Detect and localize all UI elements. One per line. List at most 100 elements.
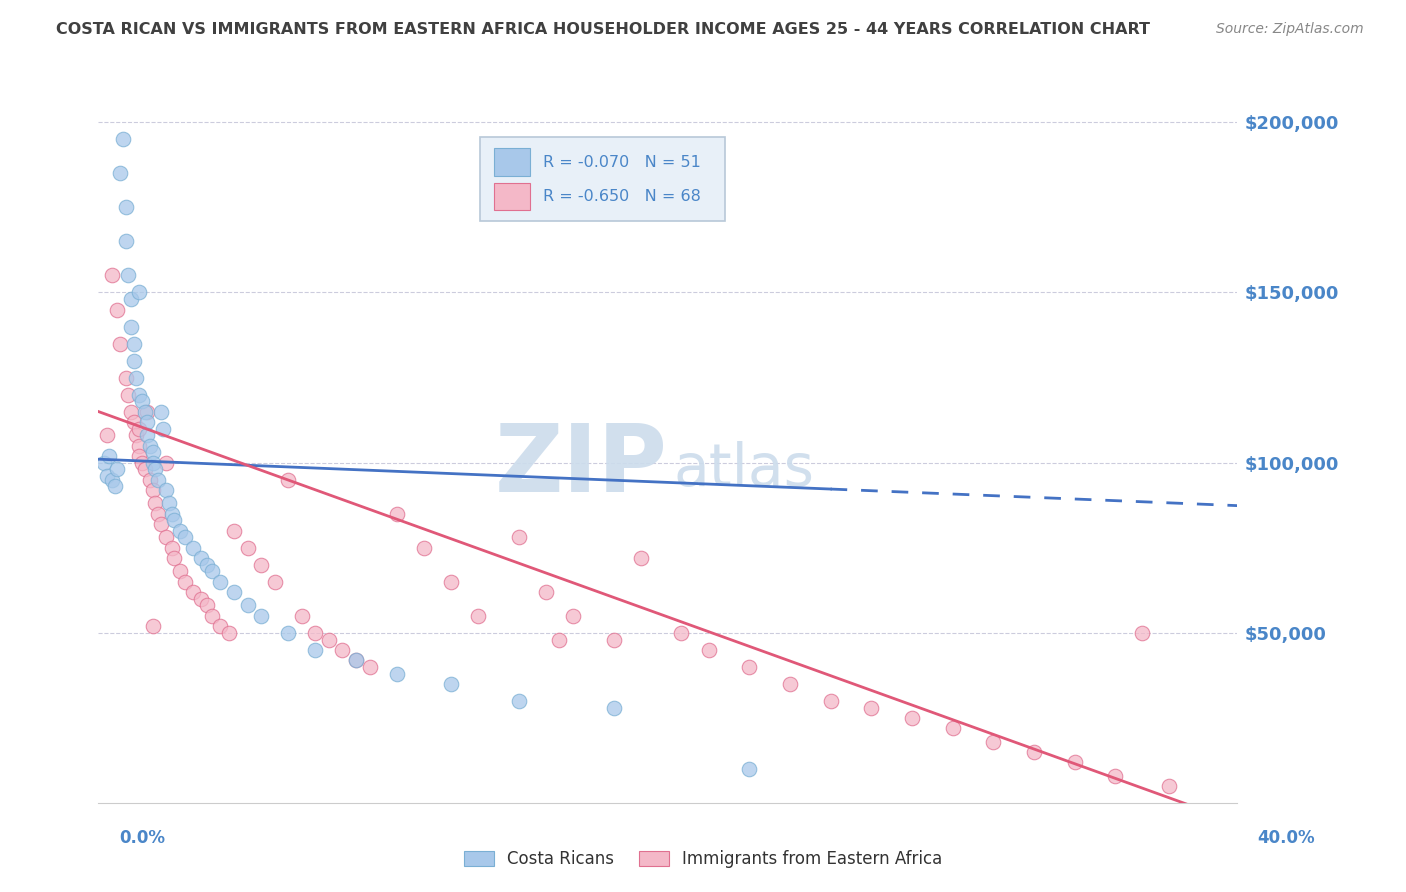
Point xyxy=(183,585,205,599)
Point xyxy=(195,558,218,572)
Point xyxy=(508,694,530,708)
Point xyxy=(779,677,801,691)
Point xyxy=(93,456,115,470)
Point xyxy=(562,608,585,623)
Point xyxy=(201,608,224,623)
Point xyxy=(190,550,212,565)
Text: R = -0.650   N = 68: R = -0.650 N = 68 xyxy=(543,189,700,204)
Point xyxy=(122,353,145,368)
Point xyxy=(467,608,489,623)
Point xyxy=(122,415,145,429)
Point xyxy=(128,421,150,435)
Point xyxy=(131,456,153,470)
Point xyxy=(359,659,381,673)
Point xyxy=(169,565,191,579)
Point xyxy=(122,336,145,351)
Point xyxy=(120,293,142,307)
Point xyxy=(157,496,180,510)
Point xyxy=(738,659,761,673)
Point xyxy=(163,550,186,565)
Point xyxy=(174,531,197,545)
Point xyxy=(134,462,156,476)
Point xyxy=(139,439,162,453)
Point xyxy=(440,677,463,691)
Point xyxy=(149,516,172,531)
Point xyxy=(155,483,177,497)
Point xyxy=(236,599,259,613)
Point xyxy=(134,404,156,418)
Point xyxy=(128,449,150,463)
Point xyxy=(820,694,842,708)
Point xyxy=(142,445,165,459)
Point xyxy=(128,387,150,401)
Point xyxy=(160,507,183,521)
Point xyxy=(942,721,965,735)
Point xyxy=(104,479,127,493)
Point xyxy=(142,456,165,470)
Point xyxy=(412,541,434,555)
Point xyxy=(145,462,167,476)
Point xyxy=(117,387,139,401)
Text: atlas: atlas xyxy=(673,442,814,499)
Point xyxy=(236,541,259,555)
Point xyxy=(250,608,273,623)
Point xyxy=(160,541,183,555)
Point xyxy=(901,711,924,725)
FancyBboxPatch shape xyxy=(494,183,530,211)
FancyBboxPatch shape xyxy=(494,148,530,176)
Point xyxy=(183,541,205,555)
Point xyxy=(250,558,273,572)
Point xyxy=(128,439,150,453)
Point xyxy=(155,531,177,545)
Point xyxy=(332,642,354,657)
Point xyxy=(107,462,129,476)
Point xyxy=(101,268,124,283)
Point xyxy=(277,625,299,640)
Point xyxy=(96,428,118,442)
Point xyxy=(318,632,340,647)
FancyBboxPatch shape xyxy=(479,137,725,221)
Point xyxy=(120,319,142,334)
Point xyxy=(114,370,136,384)
Point xyxy=(385,666,408,681)
Point xyxy=(1132,625,1154,640)
Point xyxy=(697,642,720,657)
Point xyxy=(201,565,224,579)
Point xyxy=(860,700,883,714)
Point xyxy=(120,404,142,418)
Point xyxy=(304,625,326,640)
Point xyxy=(263,574,285,589)
Text: Source: ZipAtlas.com: Source: ZipAtlas.com xyxy=(1216,22,1364,37)
Point xyxy=(101,473,124,487)
Point xyxy=(111,132,134,146)
Point xyxy=(344,653,367,667)
Point xyxy=(117,268,139,283)
Point xyxy=(190,591,212,606)
Point xyxy=(630,550,652,565)
Text: ZIP: ZIP xyxy=(495,420,668,512)
Point xyxy=(1022,745,1045,759)
Point xyxy=(277,473,299,487)
Point xyxy=(738,762,761,776)
Point xyxy=(602,632,624,647)
Point xyxy=(163,513,186,527)
Point xyxy=(291,608,314,623)
Point xyxy=(142,619,165,633)
Point xyxy=(146,507,169,521)
Point xyxy=(128,285,150,300)
Point xyxy=(98,449,121,463)
Point xyxy=(548,632,571,647)
Point xyxy=(125,370,148,384)
Point xyxy=(440,574,463,589)
Point xyxy=(114,235,136,249)
Point xyxy=(145,496,167,510)
Point xyxy=(114,201,136,215)
Point xyxy=(139,473,162,487)
Point xyxy=(508,531,530,545)
Point xyxy=(981,734,1004,748)
Point xyxy=(602,700,624,714)
Point xyxy=(218,625,240,640)
Point xyxy=(152,421,174,435)
Point xyxy=(146,473,169,487)
Point xyxy=(1063,755,1085,769)
